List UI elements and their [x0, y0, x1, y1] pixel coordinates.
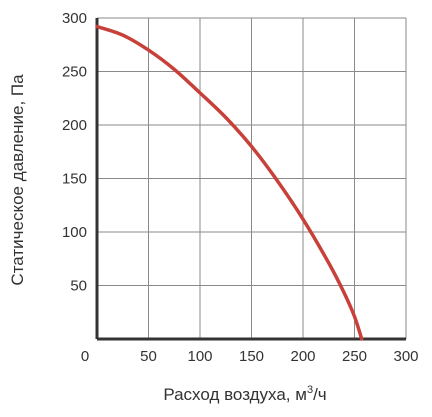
x-tick-label-0: 0: [81, 348, 89, 365]
axes-layer: [95, 18, 406, 341]
grid-layer: [97, 17, 407, 339]
y-tick-label-300: 300: [62, 10, 87, 27]
x-tick-label-200: 200: [290, 348, 315, 365]
x-axis-title-suffix: /ч: [313, 385, 327, 404]
x-tick-label-100: 100: [187, 348, 212, 365]
x-tick-label-50: 50: [140, 348, 157, 365]
y-tick-label-50: 50: [70, 278, 87, 295]
x-axis-title: Расход воздуха, м3/ч: [163, 384, 326, 404]
y-tick-label-200: 200: [62, 117, 87, 134]
x-tick-label-250: 250: [342, 348, 367, 365]
x-axis-title-superscript: 3: [307, 384, 313, 396]
y-axis-title: Статическое давление, Па: [8, 74, 27, 286]
series-layer: [95, 24, 364, 341]
x-tick-label-150: 150: [239, 348, 264, 365]
series-line-0: [95, 24, 364, 341]
y-tick-label-150: 150: [62, 171, 87, 188]
y-tick-label-100: 100: [62, 224, 87, 241]
x-axis-title-main: Расход воздуха, м: [163, 385, 307, 404]
x-tick-label-300: 300: [393, 348, 418, 365]
y-tick-label-250: 250: [62, 64, 87, 81]
labels-layer: 0 50 100 150 200 250 300 50 100 150 200 250 300: [62, 10, 419, 365]
